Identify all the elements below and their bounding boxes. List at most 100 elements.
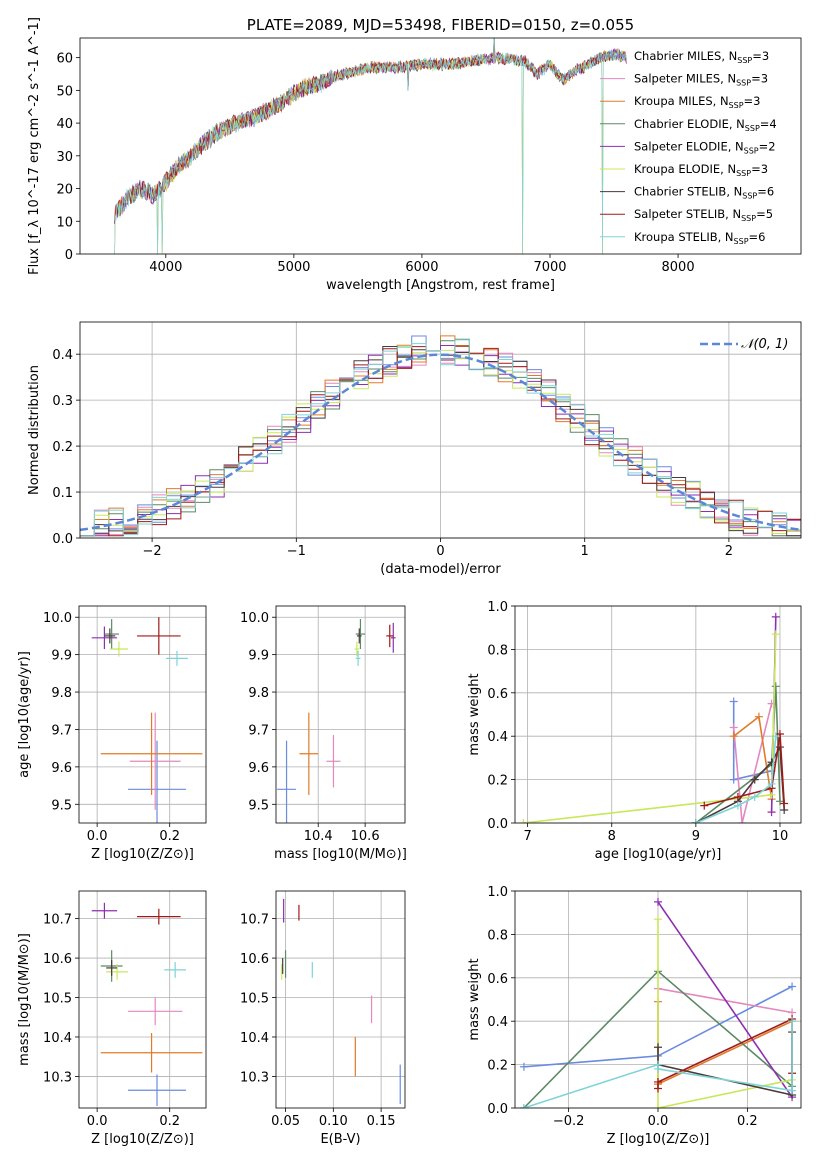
spectrum-line-5 bbox=[114, 38, 627, 222]
errorbar-point-4 bbox=[355, 619, 366, 650]
errorbar-point-2 bbox=[326, 735, 341, 788]
x-tick-label: 0 bbox=[436, 544, 444, 559]
weight-line-7 bbox=[657, 1032, 793, 1097]
legend-label: Salpeter STELIB, NSSP=5 bbox=[634, 207, 773, 223]
y-tick-label: 9.8 bbox=[248, 686, 269, 701]
weight-marker bbox=[729, 697, 738, 706]
y-tick-label: 10.0 bbox=[240, 611, 269, 626]
y-tick-label: 0.0 bbox=[52, 532, 73, 547]
x-tick-label: 8000 bbox=[662, 260, 695, 275]
axes-frame bbox=[514, 890, 802, 1109]
y-tick-label: 10.4 bbox=[240, 1031, 269, 1046]
spectrum-line-8 bbox=[114, 38, 627, 224]
x-tick-label: 8 bbox=[608, 829, 616, 844]
y-tick-label: 10.5 bbox=[43, 992, 72, 1007]
y-tick-label: 0.0 bbox=[487, 1102, 508, 1117]
errorbar-point-9 bbox=[355, 650, 361, 666]
y-tick-label: 0.2 bbox=[487, 1059, 508, 1074]
legend-label: Chabrier MILES, NSSP=3 bbox=[634, 49, 769, 65]
y-tick-label: 10.0 bbox=[43, 611, 72, 626]
y-tick-label: 20 bbox=[56, 183, 73, 198]
y-tick-label: 10.7 bbox=[240, 913, 269, 928]
weight-marker bbox=[788, 982, 797, 991]
legend-label: Kroupa ELODIE, NSSP=3 bbox=[634, 162, 768, 178]
y-tick-label: 0.6 bbox=[487, 687, 508, 702]
y-tick-label: 50 bbox=[56, 84, 73, 99]
weight-line-6 bbox=[657, 919, 793, 1108]
x-axis-label: wavelength [Angstrom, rest frame] bbox=[326, 278, 555, 293]
x-tick-label: 0.15 bbox=[367, 1114, 396, 1129]
y-tick-label: 10.7 bbox=[43, 913, 72, 928]
y-axis-label: mass weight bbox=[467, 673, 482, 755]
plot-area bbox=[114, 38, 627, 254]
y-tick-label: 9.6 bbox=[51, 761, 72, 776]
y-tick-label: 1.0 bbox=[487, 600, 508, 615]
axes-frame bbox=[79, 37, 802, 255]
plot-area bbox=[519, 612, 789, 823]
weight-marker bbox=[654, 1077, 662, 1086]
chart-0: 4000 5000 6000 7000 8000 0 10 20 30 40 50 60 wavelen… bbox=[27, 16, 802, 293]
y-tick-label: 0.8 bbox=[487, 928, 508, 943]
y-tick-label: 0.4 bbox=[487, 730, 508, 745]
y-tick-label: 0.2 bbox=[487, 774, 508, 789]
x-tick-label: −0.2 bbox=[553, 1114, 585, 1129]
y-axis-label: Flux [f_λ 10^-17 erg cm^-2 s^-1 A^-1] bbox=[27, 17, 42, 275]
chart-title: PLATE=2089, MJD=53498, FIBERID=0150, z=0… bbox=[247, 16, 634, 34]
errorbar-point-9 bbox=[164, 962, 187, 978]
y-tick-label: 10.5 bbox=[240, 992, 269, 1007]
errorbar-point-9 bbox=[166, 650, 188, 666]
weight-marker bbox=[738, 819, 747, 823]
plot-area bbox=[80, 335, 801, 538]
y-tick-label: 0.3 bbox=[52, 394, 73, 409]
y-tick-label: 0.4 bbox=[487, 1015, 508, 1030]
errorbar-point-5 bbox=[390, 622, 396, 653]
x-tick-label: −1 bbox=[287, 544, 306, 559]
weight-marker bbox=[771, 630, 780, 639]
errorbar-point-1 bbox=[127, 1074, 187, 1107]
y-tick-label: 9.8 bbox=[51, 686, 72, 701]
spectrum-line-4 bbox=[114, 38, 627, 223]
weight-marker bbox=[788, 1086, 797, 1095]
weight-marker bbox=[519, 1062, 528, 1071]
y-tick-label: 0.8 bbox=[487, 643, 508, 658]
y-tick-label: 10.3 bbox=[240, 1070, 269, 1085]
x-axis-label: Z [log10(Z/Z⊙)] bbox=[91, 1132, 194, 1147]
y-tick-label: 9.7 bbox=[51, 723, 72, 738]
errorbar-point-7 bbox=[106, 960, 118, 976]
axes-frame bbox=[514, 605, 802, 824]
errorbar-point-7 bbox=[356, 628, 362, 644]
errorbar-point-1 bbox=[127, 740, 187, 823]
plot-area bbox=[91, 902, 203, 1107]
x-axis-label: mass [log10(M/M⊙)] bbox=[274, 847, 407, 862]
chart-4: 7 8 9 10 0.0 0.2 0.4 0.6 0.8 1.0 age [log10(age/yr… bbox=[467, 600, 802, 862]
y-tick-label: 9.9 bbox=[51, 649, 72, 664]
weight-marker bbox=[733, 792, 742, 801]
axes-frame bbox=[79, 321, 802, 539]
weight-marker bbox=[750, 792, 759, 801]
axes-frame bbox=[275, 605, 406, 824]
weight-marker bbox=[519, 819, 528, 823]
weight-marker bbox=[733, 801, 742, 810]
chart-7: −0.2 0.0 0.2 0.0 0.2 0.4 0.6 0.8 1.0 Z [log10(Z/Z… bbox=[467, 885, 802, 1147]
y-tick-label: 0.4 bbox=[52, 348, 73, 363]
plot-area bbox=[281, 898, 401, 1105]
weight-marker bbox=[767, 808, 776, 817]
x-tick-label: 10.6 bbox=[351, 829, 380, 844]
weight-marker bbox=[654, 897, 662, 906]
x-tick-label: 0.2 bbox=[737, 1114, 758, 1129]
y-tick-label: 30 bbox=[56, 150, 73, 165]
y-axis-label: mass weight bbox=[467, 958, 482, 1040]
weight-marker bbox=[771, 732, 780, 741]
weight-marker bbox=[788, 1017, 797, 1026]
weight-line-2 bbox=[732, 703, 773, 823]
weight-marker bbox=[654, 1104, 662, 1108]
chart-1: −2 −1 0 1 2 0.0 0.1 0.2 0.3 0.4 (data-model)/error… bbox=[27, 321, 802, 577]
x-axis-label: age [log10(age/yr)] bbox=[595, 847, 722, 862]
x-tick-label: −2 bbox=[143, 544, 162, 559]
x-tick-label: 10 bbox=[772, 829, 789, 844]
y-tick-label: 9.9 bbox=[248, 649, 269, 664]
weight-marker bbox=[780, 799, 789, 808]
axes-frame bbox=[275, 890, 406, 1109]
x-tick-label: 0.0 bbox=[87, 829, 108, 844]
x-tick-label: 6000 bbox=[405, 260, 438, 275]
